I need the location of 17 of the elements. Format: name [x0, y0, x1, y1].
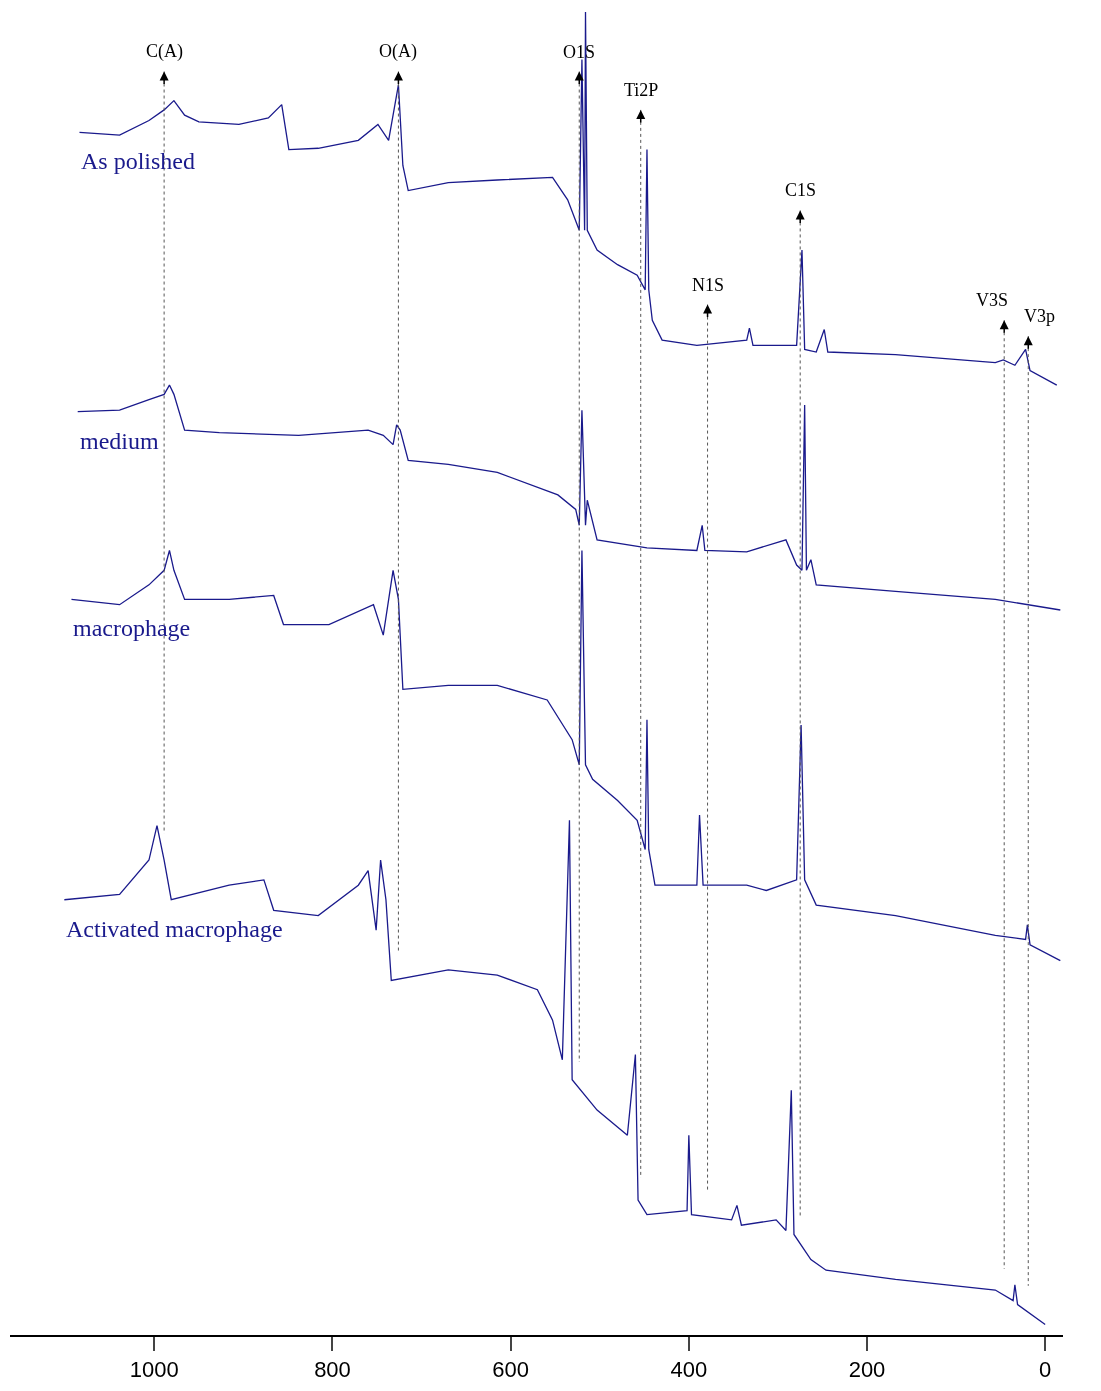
series-label: Activated macrophage — [66, 916, 283, 942]
series-label: As polished — [81, 148, 195, 174]
ref-line-label: C(A) — [146, 41, 183, 62]
ref-line-label: N1S — [692, 275, 725, 295]
series-label: macrophage — [73, 615, 191, 641]
ref-line-label: C1S — [785, 180, 817, 200]
ref-line-label: V3S — [976, 290, 1009, 310]
x-tick-label: 0 — [1039, 1357, 1052, 1383]
series-label: medium — [80, 428, 159, 454]
x-tick-label: 800 — [314, 1357, 351, 1383]
ref-line-label: O(A) — [379, 41, 417, 62]
x-tick-label: 200 — [848, 1357, 886, 1383]
ref-line-label: Ti2P — [624, 80, 659, 100]
x-tick-label: 600 — [492, 1357, 530, 1383]
x-tick-label: 400 — [670, 1357, 708, 1383]
x-tick-label: 1000 — [129, 1357, 179, 1383]
ref-line-label: V3p — [1024, 306, 1055, 326]
